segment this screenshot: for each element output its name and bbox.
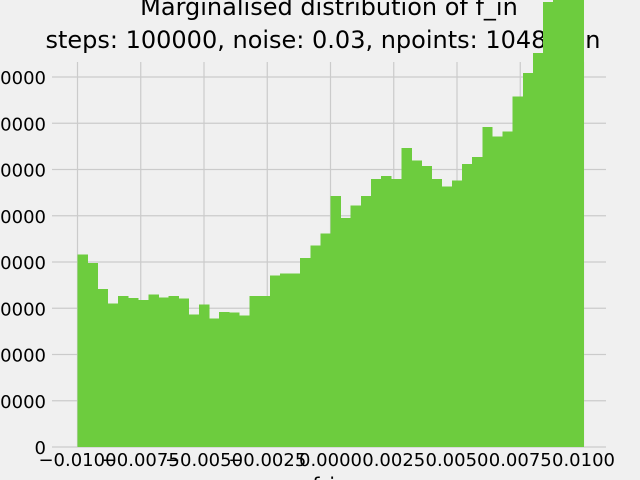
histogram-bar (148, 294, 159, 447)
histogram-bar (239, 315, 250, 447)
x-tick-label: −0.0050 (165, 450, 243, 471)
histogram-bar (401, 147, 412, 447)
histogram-bar (168, 296, 179, 447)
y-tick-label: 20000 (0, 346, 46, 367)
y-tick-label: 0 (35, 438, 46, 459)
x-tick-label: 0.0025 (362, 450, 425, 471)
histogram-bar (360, 195, 372, 447)
histogram-bar (128, 298, 139, 447)
y-tick-label: 80000 (0, 68, 46, 89)
chart-subtitle: steps: 100000, noise: 0.03, npoints: 104… (45, 26, 600, 54)
histogram-bar (502, 131, 513, 447)
y-tick-label: 40000 (0, 253, 46, 274)
histogram-bar (411, 160, 422, 447)
histogram-bar (532, 52, 544, 447)
x-tick-label: 0.0050 (426, 450, 489, 471)
histogram-bar (87, 262, 99, 447)
histogram-bar (512, 96, 524, 448)
y-tick-label: 10000 (0, 392, 46, 413)
histogram-bar (269, 275, 281, 447)
histogram-bar (259, 296, 271, 447)
y-tick-label: 50000 (0, 207, 46, 228)
histogram-bar (340, 218, 352, 447)
x-axis-label: f_in (312, 473, 347, 480)
histogram-bar (290, 273, 301, 447)
histogram-bar (188, 314, 200, 447)
histogram-bar (300, 257, 311, 447)
histogram-bar (198, 304, 210, 447)
y-tick-label: 60000 (0, 161, 46, 182)
histogram-bar (97, 288, 109, 447)
histogram-bar (330, 195, 341, 447)
histogram-bar (249, 296, 260, 447)
histogram-bar (391, 179, 402, 447)
histogram-bar (421, 165, 432, 448)
x-tick-label: 0.0075 (489, 450, 552, 471)
histogram-bar (553, 0, 564, 447)
histogram-bar (563, 0, 574, 447)
histogram-bar (117, 296, 129, 447)
histogram-bar (310, 245, 321, 447)
histogram-bar (492, 136, 503, 447)
y-tick-label: 70000 (0, 114, 46, 135)
y-axis-ticks: 0 10000 20000 30000 40000 50000 60000 70000 8000… (0, 68, 46, 459)
x-tick-label: 0.0100 (552, 450, 615, 471)
histogram-bar (178, 298, 190, 447)
y-tick-label: 30000 (0, 299, 46, 320)
histogram-bar (320, 233, 331, 447)
histogram-bar (158, 297, 169, 447)
histogram-bar (543, 2, 554, 447)
x-tick-label: −0.0025 (228, 450, 306, 471)
histogram-bar (229, 312, 240, 447)
histogram-bar (522, 72, 534, 448)
histogram-bars (77, 0, 584, 448)
histogram-bar (472, 157, 483, 447)
histogram-bar (209, 318, 220, 447)
histogram-bar (573, 0, 584, 447)
x-tick-label: 0.0000 (299, 450, 362, 471)
histogram-bar (350, 205, 362, 447)
histogram-bar (219, 311, 230, 447)
histogram-bar (381, 175, 392, 447)
histogram-bar (279, 273, 291, 447)
x-tick-label: −0.0100 (38, 450, 116, 471)
histogram-bar (77, 254, 88, 447)
histogram-bar (462, 163, 473, 447)
histogram-bar (451, 180, 463, 447)
histogram-bar (107, 303, 119, 447)
histogram-bar (138, 299, 149, 447)
x-tick-label: −0.0075 (102, 450, 180, 471)
histogram-bar (431, 179, 443, 447)
histogram-bar (482, 126, 493, 447)
chart-title: Marginalised distribution of f_in (140, 0, 518, 21)
histogram-bar (441, 186, 453, 448)
histogram-bar (370, 179, 382, 447)
